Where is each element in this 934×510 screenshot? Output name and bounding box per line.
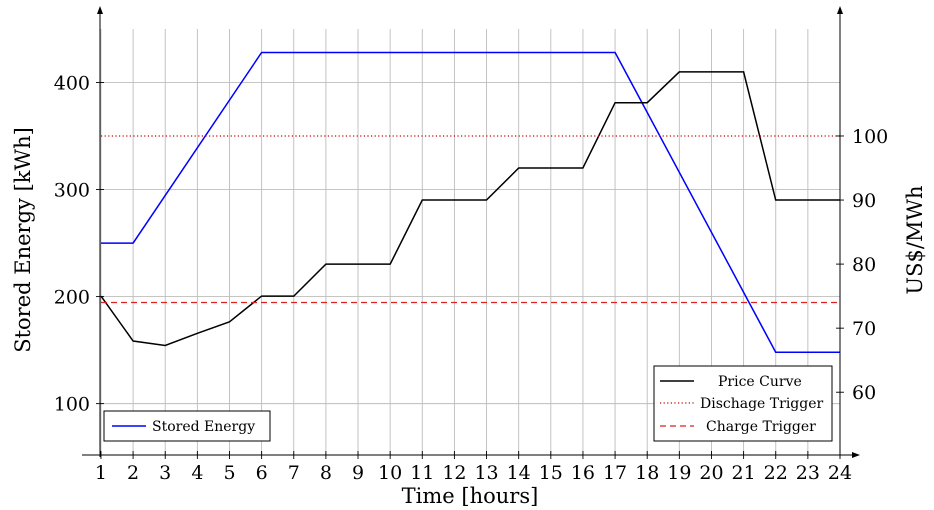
- y-right-tick-label: 70: [852, 318, 876, 340]
- y-left-axis-arrow: [97, 6, 103, 14]
- x-tick-label: 7: [288, 462, 300, 484]
- axes: [82, 6, 860, 459]
- x-tick-label: 15: [539, 462, 563, 484]
- y-left-axis-title: Stored Energy [kWh]: [11, 127, 35, 353]
- x-tick-label: 22: [764, 462, 788, 484]
- x-tick-label: 19: [667, 462, 691, 484]
- legend-label-discharge-trigger: Dischage Trigger: [700, 396, 824, 412]
- price-curve-line: [100, 71, 840, 347]
- x-tick-label: 14: [507, 462, 531, 484]
- x-tick-label: 17: [603, 462, 627, 484]
- x-tick-label: 12: [442, 462, 466, 484]
- legend-label-stored-energy: Stored Energy: [152, 419, 255, 435]
- legend-label-charge-trigger: Charge Trigger: [706, 419, 816, 435]
- y-left-tick-label: 400: [54, 73, 90, 95]
- x-tick-label: 20: [699, 462, 723, 484]
- x-tick-label: 13: [474, 462, 498, 484]
- x-tick-label: 3: [159, 462, 171, 484]
- series-layer: [100, 51, 840, 353]
- y-left-tick-label: 300: [54, 180, 90, 202]
- legend-label-price-curve: Price Curve: [718, 374, 802, 390]
- x-tick-label: 16: [571, 462, 595, 484]
- y-right-tick-label: 90: [852, 190, 876, 212]
- y-right-axis-arrow: [837, 6, 843, 14]
- x-tick-label: 9: [352, 462, 364, 484]
- legend-right: Price Curve Dischage Trigger Charge Trig…: [653, 365, 833, 442]
- stored-energy-line: [101, 51, 840, 353]
- x-tick-label: 4: [191, 462, 203, 484]
- x-tick-label: 18: [635, 462, 659, 484]
- y-left-tick-label: 100: [54, 394, 90, 416]
- y-right-axis-title: US$/MWh: [903, 185, 927, 294]
- tick-labels: 1 2 3 4 5 6 7 8 9 10 11 12 13 14 15 16 17 18 19 20 21 22 23 241…: [54, 73, 889, 484]
- x-tick-label: 24: [828, 462, 852, 484]
- y-right-tick-label: 100: [852, 126, 888, 148]
- x-tick-label: 23: [796, 462, 820, 484]
- x-tick-label: 10: [378, 462, 402, 484]
- y-left-tick-label: 200: [54, 287, 90, 309]
- x-tick-label: 11: [410, 462, 434, 484]
- x-tick-label: 8: [320, 462, 332, 484]
- x-tick-label: 2: [127, 462, 139, 484]
- legend-left: Stored Energy: [103, 410, 271, 442]
- x-axis-arrow: [852, 452, 860, 458]
- y-right-tick-label: 60: [852, 382, 876, 404]
- x-axis-title: Time [hours]: [402, 484, 539, 508]
- x-tick-label: 5: [223, 462, 235, 484]
- y-right-tick-label: 80: [852, 254, 876, 276]
- x-tick-label: 1: [95, 462, 107, 484]
- x-tick-label: 6: [256, 462, 268, 484]
- x-tick-label: 21: [732, 462, 756, 484]
